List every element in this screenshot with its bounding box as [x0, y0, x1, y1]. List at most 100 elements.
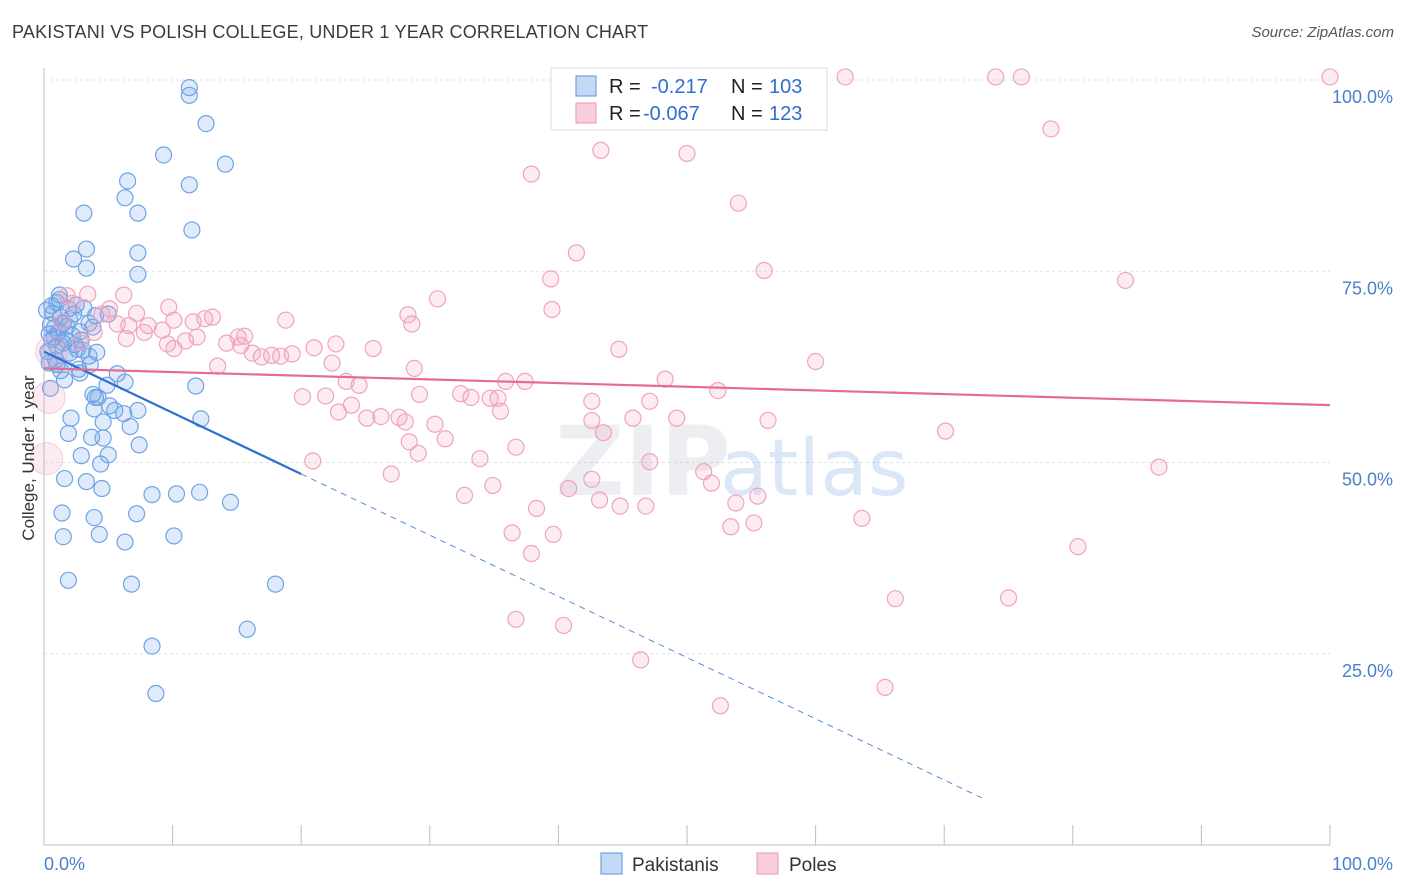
data-point: [876, 678, 894, 697]
bottom-legend-swatch-pakistanis: [600, 852, 623, 875]
data-point: [522, 544, 540, 563]
data-point: [749, 487, 767, 505]
data-point: [403, 315, 421, 333]
data-point: [410, 385, 429, 404]
data-point: [180, 176, 198, 194]
data-point: [116, 189, 134, 207]
data-point: [542, 270, 560, 288]
data-point: [455, 486, 474, 504]
data-point: [115, 286, 133, 304]
data-point: [396, 413, 414, 431]
data-point: [147, 684, 165, 703]
data-point: [1321, 68, 1339, 86]
data-point: [702, 474, 721, 492]
data-point: [637, 497, 655, 515]
data-point: [583, 470, 601, 488]
data-point: [350, 376, 368, 394]
data-point: [216, 155, 234, 173]
data-point: [886, 590, 904, 608]
data-point: [129, 244, 147, 262]
data-point: [121, 417, 139, 436]
data-point: [1116, 271, 1135, 290]
data-point: [527, 499, 546, 517]
data-point: [611, 497, 629, 515]
data-point: [77, 473, 96, 491]
data-point: [127, 304, 146, 322]
data-point: [836, 68, 854, 86]
data-point: [236, 327, 254, 345]
data-point: [197, 115, 215, 133]
data-point: [567, 244, 586, 262]
watermark: ZIP atlas: [555, 406, 909, 518]
data-point: [436, 430, 454, 448]
data-point: [507, 438, 525, 456]
data-point: [327, 335, 345, 353]
data-point: [305, 339, 323, 357]
data-point: [37, 301, 56, 319]
data-point: [462, 388, 480, 407]
data-point: [678, 144, 696, 163]
data-point: [118, 172, 137, 190]
data-point: [93, 479, 111, 498]
bottom-legend-swatch-poles: [756, 852, 779, 875]
data-point: [80, 314, 98, 332]
data-point: [503, 524, 521, 542]
data-point: [1150, 458, 1168, 476]
data-point: [632, 651, 650, 669]
data-point: [491, 402, 510, 420]
data-point: [426, 415, 444, 433]
data-point: [806, 352, 825, 371]
data-point: [85, 323, 103, 342]
data-point: [342, 396, 360, 414]
data-point: [139, 316, 157, 335]
watermark-zip: ZIP: [555, 406, 731, 518]
data-point: [64, 250, 83, 268]
data-point: [143, 486, 161, 504]
data-point: [50, 290, 69, 309]
source-credit: Source: ZipAtlas.com: [1251, 24, 1394, 41]
data-point: [263, 346, 281, 364]
legend-r-label-poles: R =: [609, 103, 641, 125]
data-point: [41, 379, 60, 397]
data-point: [72, 447, 90, 465]
data-point: [85, 508, 103, 527]
trend-extension-pakistanis: [300, 473, 983, 799]
legend-n-value-pakistanis: 103: [769, 76, 802, 98]
data-point: [266, 575, 285, 593]
legend-r-value-pakistanis: -0.217: [651, 76, 708, 98]
data-point: [84, 385, 102, 404]
data-point: [106, 401, 124, 420]
data-point: [304, 452, 322, 470]
data-point: [229, 328, 247, 346]
data-point: [1012, 68, 1030, 86]
data-point: [610, 340, 628, 358]
data-point: [583, 392, 601, 410]
data-point-large: [30, 442, 64, 476]
data-point: [409, 444, 427, 462]
data-point-large: [32, 380, 66, 414]
data-point: [100, 300, 119, 318]
data-point: [1042, 120, 1060, 138]
data-point: [987, 68, 1005, 86]
bottom-legend-pakistanis: Pakistanis: [632, 855, 719, 876]
data-point: [59, 424, 78, 443]
data-point: [544, 525, 562, 544]
data-point: [590, 491, 609, 509]
data-point: [729, 194, 748, 212]
data-point: [160, 298, 178, 316]
data-point: [277, 311, 295, 329]
bottom-legend-poles: Poles: [789, 855, 837, 876]
data-point: [641, 453, 659, 471]
legend-n-label-pakistanis: N =: [731, 76, 763, 98]
y-tick-label: 75.0%: [1342, 278, 1393, 298]
data-point: [560, 479, 578, 498]
series-legend: Pakistanis Poles: [600, 852, 837, 876]
data-point: [709, 381, 727, 400]
data-point: [283, 345, 301, 363]
data-point: [583, 411, 601, 430]
data-point: [999, 589, 1018, 607]
data-point: [471, 450, 489, 468]
gridlines: [44, 79, 1330, 655]
data-point: [452, 385, 470, 403]
